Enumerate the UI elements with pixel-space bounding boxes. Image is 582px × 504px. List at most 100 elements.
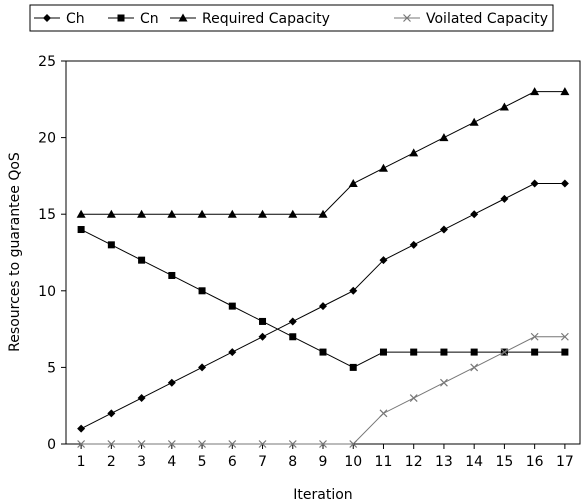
series-layer [76, 87, 570, 448]
data-point [379, 348, 387, 356]
data-point [198, 363, 207, 372]
series-ch [77, 179, 569, 433]
data-point [77, 424, 86, 433]
x-tick-label: 6 [228, 454, 237, 470]
y-tick-label: 20 [38, 131, 56, 147]
x-tick-label: 9 [319, 454, 328, 470]
data-point [560, 179, 569, 188]
data-point [349, 363, 357, 371]
data-point [319, 302, 327, 311]
data-point [500, 348, 509, 357]
data-point [228, 302, 236, 310]
y-tick-label: 5 [47, 360, 56, 376]
data-point [228, 440, 237, 448]
data-point [439, 225, 448, 234]
data-point [440, 378, 448, 387]
x-tick-label: 8 [288, 454, 297, 470]
data-point [318, 209, 328, 218]
data-point [137, 394, 146, 403]
series-line [81, 91, 565, 215]
data-point [349, 440, 358, 448]
data-point [77, 440, 86, 448]
data-point [349, 286, 358, 295]
data-point [470, 348, 478, 356]
data-point [258, 332, 267, 341]
x-tick-label: 4 [167, 454, 176, 470]
data-point [379, 409, 388, 418]
series-line [80, 229, 565, 368]
data-point [167, 440, 176, 448]
data-point [258, 209, 268, 218]
data-point [228, 348, 237, 357]
x-tick-label: 11 [375, 454, 393, 470]
data-point [288, 317, 297, 326]
data-point [348, 179, 358, 188]
data-point [107, 241, 115, 249]
data-point [439, 133, 449, 142]
data-point [259, 317, 267, 325]
x-tick-label: 5 [198, 454, 207, 470]
data-point [288, 209, 298, 218]
data-point [197, 209, 207, 218]
y-axis: 0 5 10 15 20 25 [38, 54, 66, 453]
data-point [198, 287, 206, 295]
x-tick-label: 7 [258, 454, 267, 470]
legend: Ch Cn Required Capacity Voilated Capacity [34, 11, 548, 27]
x-tick-label: 17 [556, 454, 574, 470]
data-point [167, 209, 177, 218]
data-point [107, 409, 116, 418]
data-point [107, 440, 116, 448]
legend-label: Voilated Capacity [426, 11, 548, 27]
data-point [289, 333, 297, 341]
data-point [76, 209, 86, 218]
x-tick-label: 3 [137, 454, 146, 470]
data-point [560, 332, 569, 341]
data-point [470, 363, 479, 372]
y-tick-label: 0 [47, 437, 56, 453]
x-tick-label: 10 [344, 454, 362, 470]
data-point [530, 332, 539, 341]
data-point [319, 440, 327, 448]
data-point [319, 348, 327, 356]
data-point [106, 209, 116, 218]
data-point [560, 87, 570, 96]
data-point [561, 348, 569, 356]
legend-marker [178, 13, 188, 22]
plot-frame [65, 60, 581, 445]
data-point [500, 194, 509, 203]
data-point [531, 348, 539, 356]
legend-marker [403, 14, 411, 22]
y-tick-label: 10 [38, 284, 56, 300]
x-tick-label: 16 [526, 454, 544, 470]
data-point [409, 148, 419, 157]
data-point [198, 440, 206, 448]
data-point [440, 348, 448, 356]
data-point [227, 209, 237, 218]
data-point [378, 163, 388, 172]
data-point [469, 117, 479, 126]
data-point [409, 240, 418, 249]
data-point [137, 209, 147, 218]
y-tick-label: 25 [38, 54, 56, 70]
x-axis-title: Iteration [293, 487, 352, 503]
x-tick-label: 12 [405, 454, 423, 470]
y-tick-label: 15 [38, 207, 56, 223]
x-tick-label: 15 [495, 454, 513, 470]
series-cn [77, 226, 569, 371]
data-point [530, 87, 540, 96]
legend-marker [43, 14, 51, 22]
data-point [137, 440, 146, 448]
y-axis-title: Resources to guarantee QoS [7, 152, 23, 352]
data-point [288, 440, 297, 448]
series-voilated-capacity [77, 332, 569, 448]
legend-label: Required Capacity [202, 11, 330, 27]
data-point [499, 102, 509, 111]
data-point [258, 440, 267, 448]
data-point [530, 179, 539, 188]
legend-label: Ch [66, 11, 85, 27]
x-tick-label: 13 [435, 454, 453, 470]
data-point [409, 394, 418, 402]
data-point [470, 210, 479, 219]
